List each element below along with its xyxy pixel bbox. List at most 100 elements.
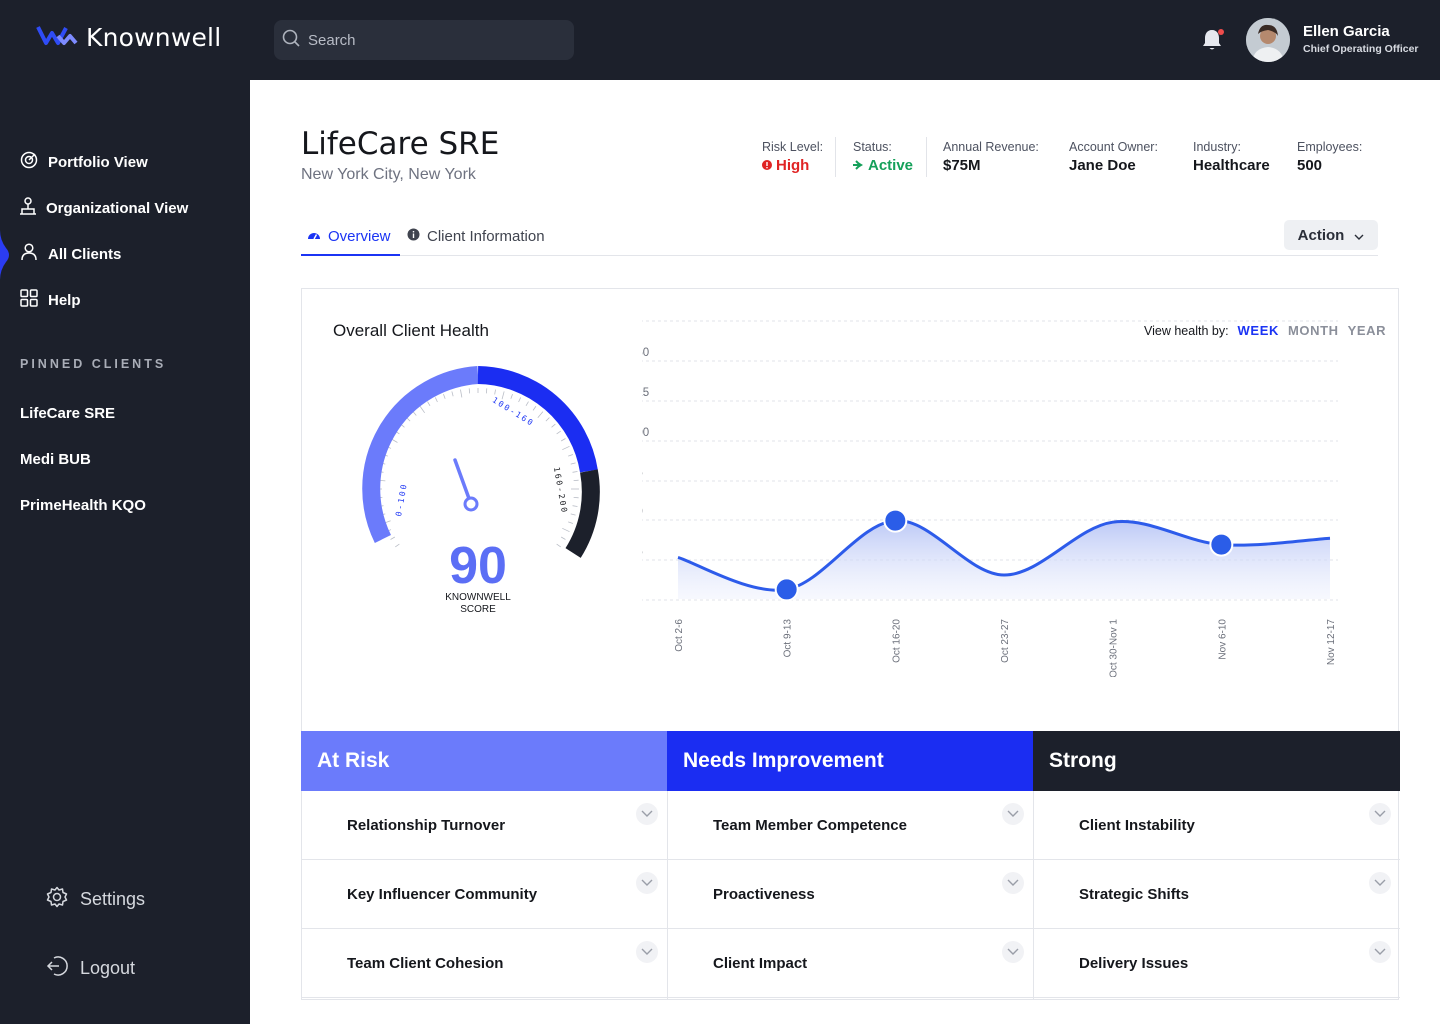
app-logo[interactable]: Knownwell [36,22,221,53]
gauge-tick [545,417,550,422]
search-input[interactable] [308,31,548,49]
stat-label: Account Owner: [1069,140,1158,154]
stat-label: Industry: [1193,140,1241,154]
category-item[interactable]: Strategic Shifts [1033,860,1400,929]
pinned-clients-heading: PINNED CLIENTS [20,357,167,371]
x-tick-label: Oct 30-Nov 1 [1109,619,1120,677]
chevron-down-icon[interactable] [1369,872,1391,894]
category-item[interactable]: Team Client Cohesion [301,929,667,998]
notification-bell-icon[interactable] [1200,28,1226,57]
x-tick-label: Oct 16-20 [891,619,902,663]
category-item-label: Proactiveness [713,885,815,903]
gauge-arc-needs-improvement [477,366,598,473]
sidebar-item-all-clients[interactable]: All Clients [20,243,121,265]
notification-dot [1218,29,1224,35]
score-label: SCORE [460,604,496,615]
category-item[interactable]: Key Influencer Community [301,860,667,929]
y-tick-label: 25 [642,546,643,558]
settings-label: Settings [80,889,146,909]
tab-client-information[interactable]: Client Information [407,228,545,245]
dashboard-icon [307,228,321,245]
tab-overview[interactable]: Overview [307,228,391,245]
sidebar-item-label: Portfolio View [48,153,148,171]
org-icon [20,197,36,219]
gauge-arc-strong [565,469,600,558]
view-option-month[interactable]: MONTH [1287,323,1339,338]
gauge-tick [518,397,522,403]
category-item[interactable]: Delivery Issues [1033,929,1400,998]
chevron-down-icon[interactable] [636,803,658,825]
portfolio-icon [20,151,38,173]
category-item[interactable]: Client Impact [667,929,1033,998]
stat-account-owner: Account Owner: Jane Doe [1069,140,1158,174]
chevron-down-icon[interactable] [1002,872,1024,894]
search-box[interactable] [274,20,574,60]
gauge-tick [494,389,496,395]
action-dropdown-button[interactable]: Action [1284,220,1378,250]
stat-label: Annual Revenue: [943,140,1039,154]
y-tick-label: 50 [642,506,643,518]
x-tick-label: Nov 12-17 [1326,619,1337,666]
divider [835,137,836,177]
chevron-down-icon[interactable] [1369,803,1391,825]
user-role: Chief Operating Officer [1303,43,1419,55]
pinned-client-item[interactable]: Medi BUB [20,451,91,468]
gauge-tick [572,471,578,473]
category-item[interactable]: Client Instability [1033,791,1400,860]
category-item[interactable]: Team Member Competence [667,791,1033,860]
sidebar-item-help[interactable]: Help [20,289,81,311]
gauge-range-label: 0-100 [394,482,409,517]
gauge-tick [395,543,400,548]
revenue-value: $75M [943,157,981,174]
chevron-down-icon [1354,227,1364,244]
settings-button[interactable]: Settings [46,886,145,913]
sidebar: Portfolio View Organizational View All C… [0,80,250,1024]
chevron-down-icon[interactable] [1002,803,1024,825]
chart-point [774,577,799,602]
pinned-client-item[interactable]: LifeCare SRE [20,405,116,422]
chevron-down-icon[interactable] [636,872,658,894]
chevron-down-icon[interactable] [1369,941,1391,963]
logout-button[interactable]: Logout [46,955,135,982]
category-item[interactable]: Proactiveness [667,860,1033,929]
y-tick-label: 75 [642,467,643,479]
health-gauge: 0-100 100-160 160-200 90 KNOWNWELL SCORE [342,361,622,626]
action-label: Action [1297,226,1345,244]
stat-annual-revenue: Annual Revenue: $75M [943,140,1039,174]
view-option-week[interactable]: WEEK [1237,323,1279,338]
x-tick-label: Oct 2-6 [674,619,685,652]
sidebar-item-portfolio-view[interactable]: Portfolio View [20,151,148,173]
x-tick-label: Oct 9-13 [783,619,794,658]
gauge-tick [570,462,576,465]
view-option-year[interactable]: YEAR [1347,323,1387,338]
employees-value: 500 [1297,157,1323,174]
gauge-tick [460,389,463,398]
stat-risk-level: Risk Level: High [762,140,823,174]
owner-value: Jane Doe [1069,157,1136,174]
x-tick-label: Oct 23-27 [1000,619,1011,663]
info-icon [407,228,420,245]
gauge-tick [510,393,513,399]
avatar[interactable] [1246,18,1290,62]
category-item[interactable]: Relationship Turnover [301,791,667,860]
client-location: New York City, New York [301,166,476,183]
main-content: LifeCare SRE New York City, New York Ris… [250,80,1440,1024]
risk-level-value: High [776,157,810,174]
category-item-label: Team Member Competence [713,816,907,834]
pinned-client-item[interactable]: PrimeHealth KQO [20,497,146,514]
chevron-down-icon[interactable] [1002,941,1024,963]
gauge-range-label: 160-200 [552,466,569,515]
app-name: Knownwell [86,23,222,52]
category-item-label: Team Client Cohesion [347,954,504,972]
gauge-tick [451,391,454,397]
page-title: LifeCare SRE [301,126,500,162]
sidebar-item-organizational-view[interactable]: Organizational View [20,197,188,219]
industry-value: Healthcare [1193,157,1270,174]
chevron-down-icon[interactable] [636,941,658,963]
top-bar: Knownwell Ellen Garcia Chief Operating O… [0,0,1440,80]
y-tick-label: 100 [642,427,649,439]
search-icon [282,29,300,52]
gauge-tick [434,397,438,403]
y-tick-label: 125 [642,387,649,399]
